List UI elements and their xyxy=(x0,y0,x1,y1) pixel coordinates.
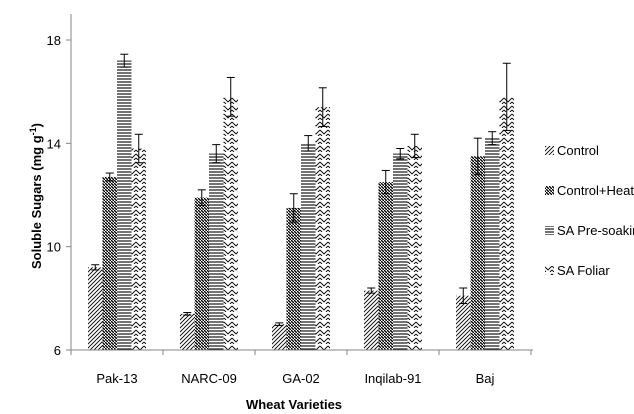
bar xyxy=(180,313,195,350)
bar xyxy=(407,145,422,350)
bar xyxy=(131,148,146,350)
bar xyxy=(470,156,485,350)
x-tick-label: Pak-13 xyxy=(96,371,137,386)
bar xyxy=(286,207,301,350)
legend: Control Control+Heat SA Pre-soaking SA Foli… xyxy=(545,143,634,278)
y-axis-title: Soluble Sugars (mg g-1) xyxy=(28,123,44,269)
bar xyxy=(272,324,287,350)
legend-swatch xyxy=(545,266,554,275)
legend-swatch xyxy=(545,186,554,195)
legend-label: Control+Heat xyxy=(557,183,634,198)
x-axis: Pak-13 NARC-09 GA-02 Inqilab-91 Baj xyxy=(70,349,533,386)
bar xyxy=(88,267,103,350)
bar xyxy=(194,197,209,350)
bar xyxy=(499,96,514,350)
x-tick-label: Inqilab-91 xyxy=(364,371,421,386)
plot-area xyxy=(88,53,514,351)
x-axis-title: Wheat Varieties xyxy=(246,397,342,412)
legend-label: SA Foliar xyxy=(557,263,610,278)
bar xyxy=(456,295,471,350)
x-tick-label: Baj xyxy=(476,371,495,386)
y-tick-label: 10 xyxy=(47,240,61,255)
bar xyxy=(117,60,132,351)
x-tick-label: NARC-09 xyxy=(181,371,237,386)
legend-label: Control xyxy=(557,143,599,158)
y-tick-label: 14 xyxy=(47,136,61,151)
legend-swatch xyxy=(545,146,554,155)
x-tick-label: GA-02 xyxy=(282,371,320,386)
bar xyxy=(485,138,500,350)
bar xyxy=(223,96,238,350)
bar xyxy=(364,290,379,350)
bar xyxy=(102,176,117,350)
bar xyxy=(378,182,393,350)
y-tick-label: 18 xyxy=(47,33,61,48)
bar xyxy=(209,153,224,350)
bar xyxy=(315,107,330,351)
legend-swatch xyxy=(545,226,554,235)
bar xyxy=(301,143,316,350)
y-axis: 6 10 14 18 xyxy=(47,14,72,358)
y-tick-label: 6 xyxy=(54,343,61,358)
bar xyxy=(393,153,408,350)
legend-label: SA Pre-soaking xyxy=(557,223,634,238)
